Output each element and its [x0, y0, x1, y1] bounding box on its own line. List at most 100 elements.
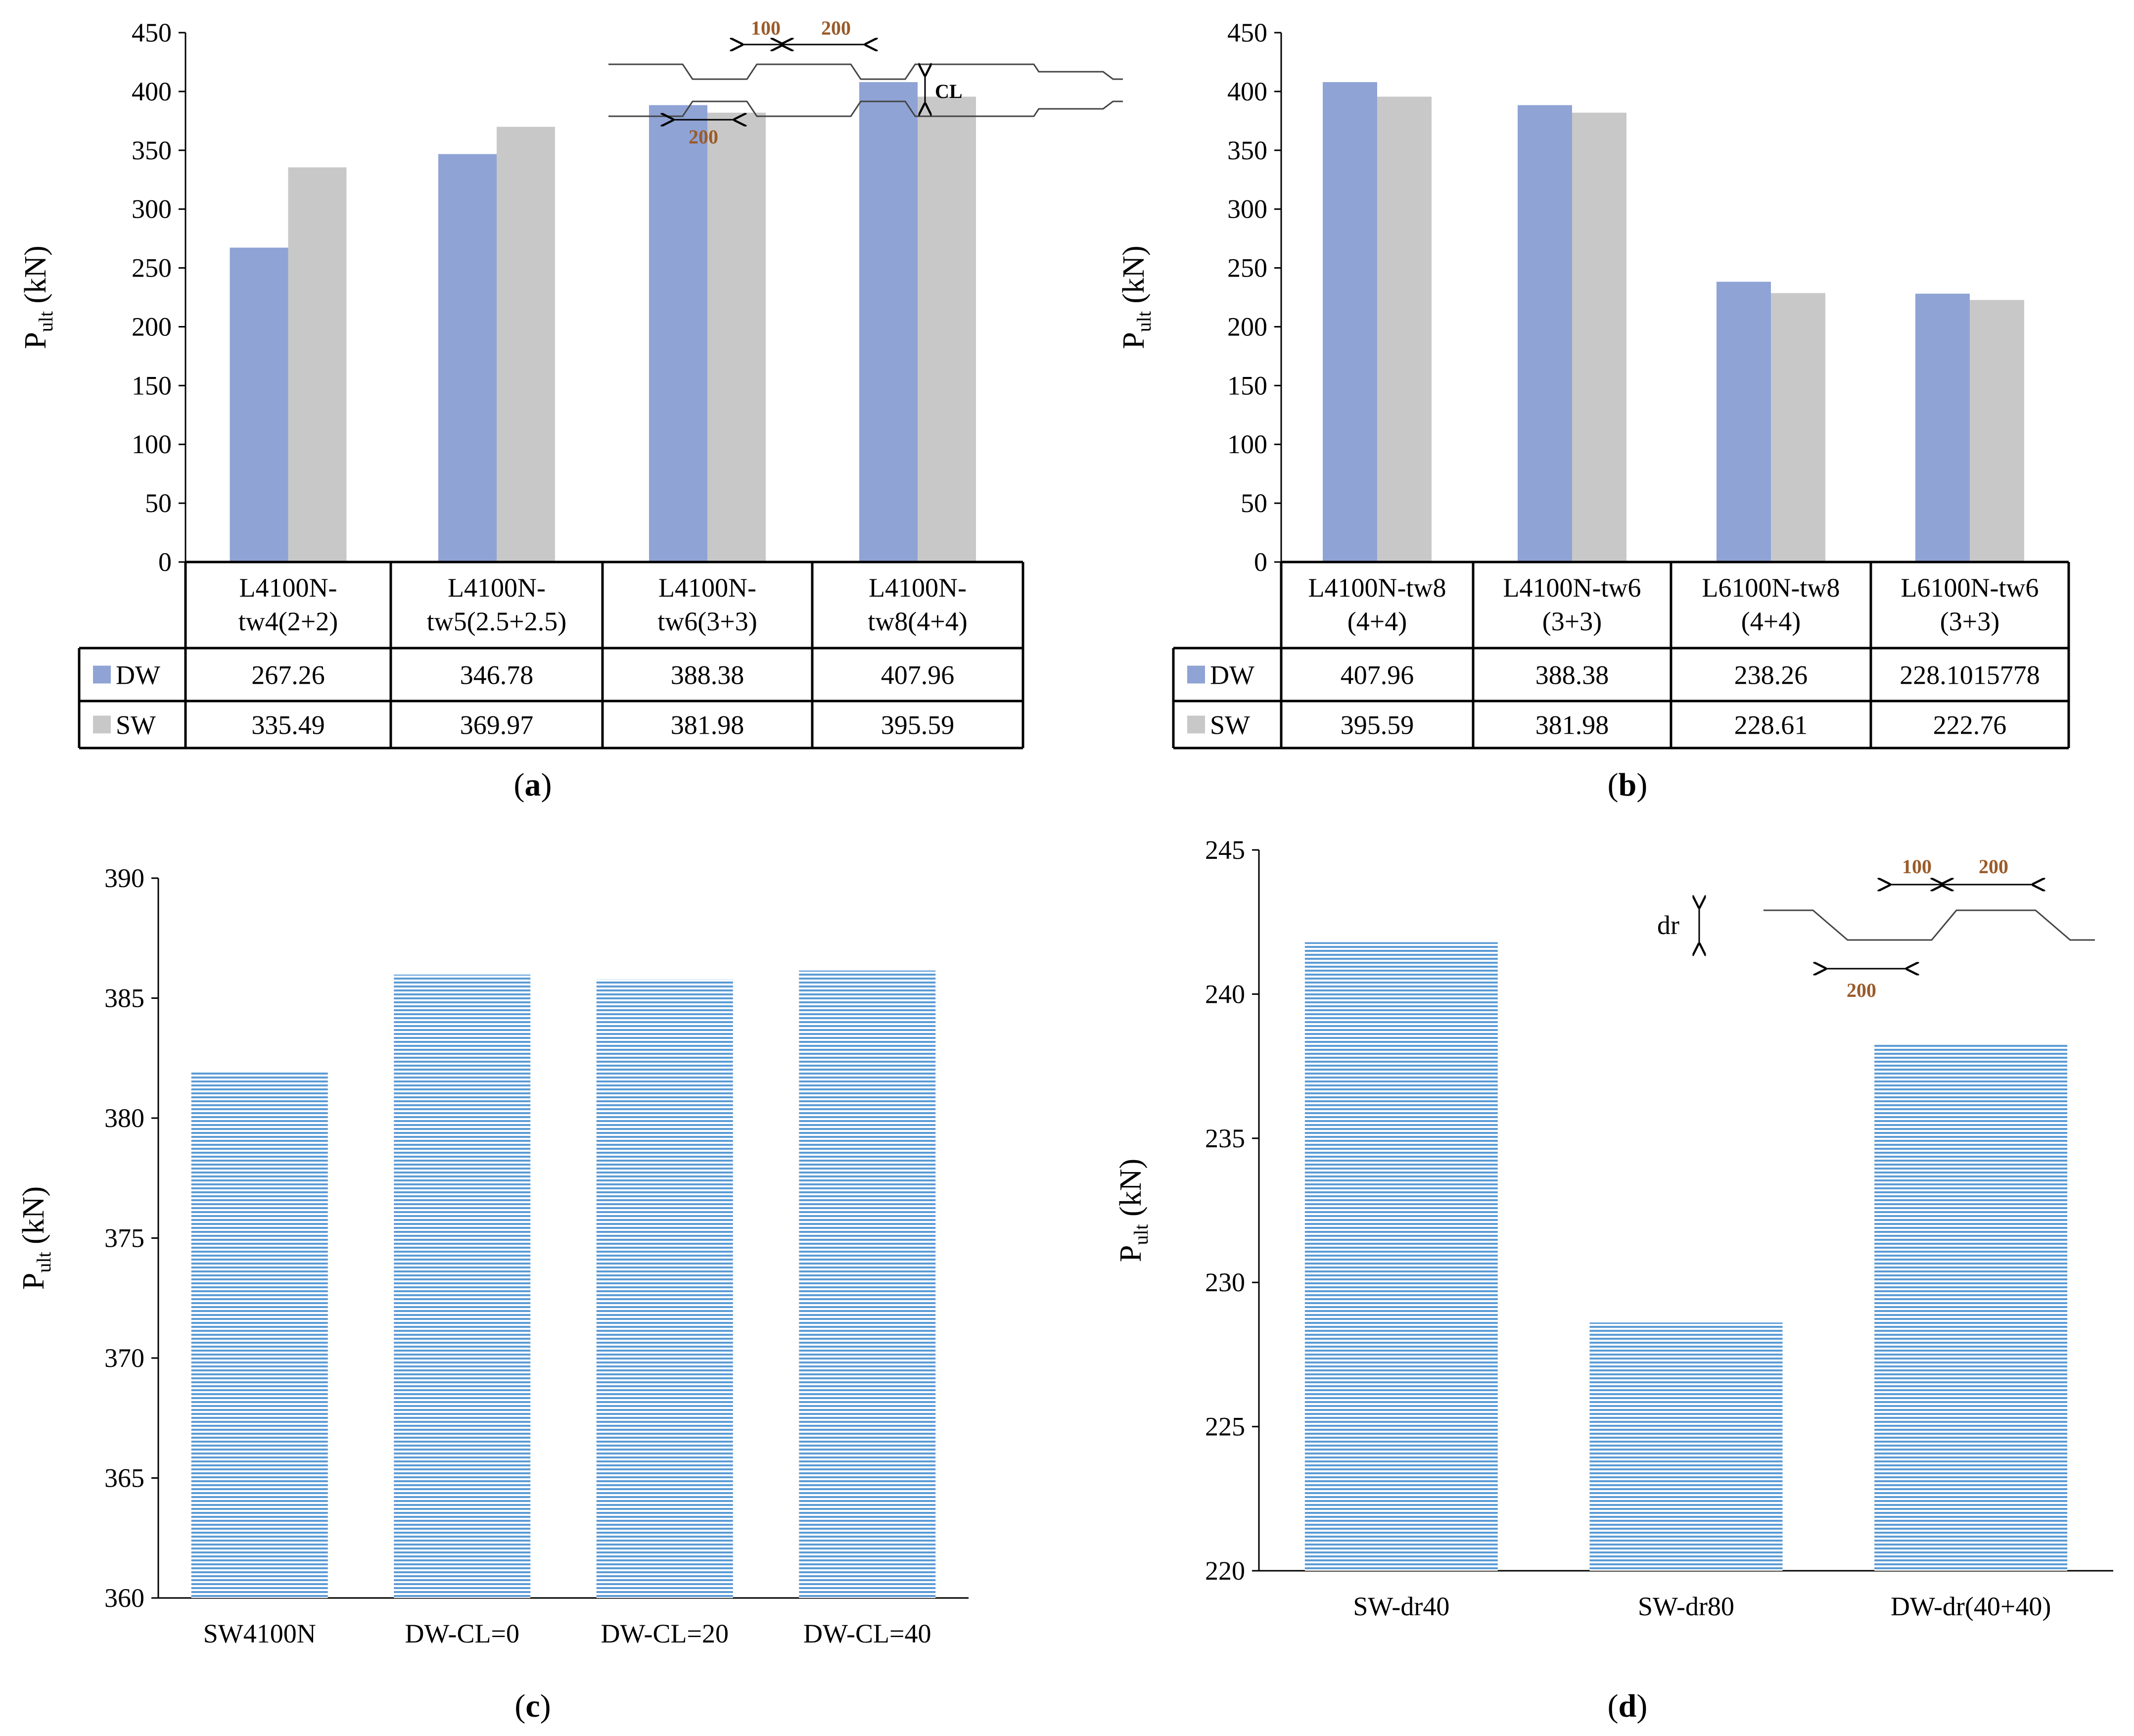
bar-dw: [1915, 293, 1970, 562]
profile-line-upper: [608, 63, 1123, 80]
bar-sw: [1771, 293, 1825, 562]
y-tick-label: 350: [132, 136, 172, 165]
bar-dw: [1518, 105, 1572, 562]
table-value-dw: 228.1015778: [1900, 660, 2040, 690]
legend-key-dw: [93, 665, 111, 684]
bar-sw: [918, 96, 976, 563]
y-tick-label: 390: [104, 863, 144, 893]
table-value-sw: 381.98: [671, 710, 744, 740]
x-tick-label: SW4100N: [203, 1619, 316, 1648]
category-label: L6100N-tw8: [1702, 573, 1840, 603]
category-label: (3+3): [1940, 607, 1999, 636]
y-tick-label: 220: [1205, 1556, 1245, 1586]
table-value-dw: 388.38: [671, 660, 744, 690]
dimension-label: 200: [689, 126, 718, 148]
dimension-label: 200: [821, 17, 851, 39]
legend-label-sw: SW: [1210, 710, 1250, 740]
y-tick-label: 400: [1227, 77, 1267, 106]
y-tick-label: 50: [1241, 488, 1267, 518]
panel-d-chart: 220 225 230 235 240 245 SW-dr40 SW-dr80 DW-dr(40…: [1114, 835, 2113, 1724]
bar-dw: [1323, 82, 1377, 562]
table-value-sw: 335.49: [251, 710, 325, 740]
legend-key-sw: [1187, 715, 1205, 734]
y-tick-label: 365: [104, 1463, 144, 1493]
y-tick-label: 385: [104, 984, 144, 1013]
profile-line-lower: [608, 100, 1123, 117]
bar-dw: [438, 154, 497, 563]
legend-label-sw: SW: [116, 710, 156, 740]
table-value-dw: 407.96: [1341, 660, 1414, 690]
dimension-label: 200: [1979, 855, 2008, 878]
legend-label-dw: DW: [1210, 660, 1254, 690]
profile-line: [1763, 909, 2095, 941]
y-tick-label: 0: [1254, 547, 1267, 577]
dimension-label: 200: [1847, 979, 1876, 1001]
bar-dw: [1716, 282, 1771, 562]
y-tick-label: 370: [104, 1343, 144, 1373]
bar-dw: [649, 105, 707, 562]
panel-caption: (d): [1608, 1688, 1648, 1724]
category-label: tw8(4+4): [868, 607, 967, 636]
dimension-label: CL: [935, 80, 963, 102]
bar-dw: [230, 247, 288, 562]
category-label: (4+4): [1347, 607, 1407, 636]
y-tick-label: 360: [104, 1583, 144, 1613]
table-value-sw: 369.97: [460, 710, 534, 740]
dimension-label: 100: [1902, 855, 1932, 878]
bar-sw: [1970, 300, 2024, 562]
y-tick-label: 150: [1227, 371, 1267, 400]
bar-sw: [1572, 112, 1626, 562]
y-tick-label: 300: [132, 194, 172, 224]
x-tick-label: DW-CL=0: [405, 1619, 519, 1648]
category-label: (4+4): [1741, 607, 1801, 636]
x-tick-label: SW-dr80: [1638, 1592, 1734, 1621]
y-tick-label: 245: [1205, 835, 1245, 865]
y-tick-label: 225: [1205, 1412, 1245, 1442]
legend-key-sw: [93, 715, 111, 734]
y-tick-label: 150: [132, 371, 172, 400]
y-tick-label: 100: [1227, 429, 1267, 459]
table-value-sw: 395.59: [1341, 710, 1414, 740]
table-value-dw: 407.96: [881, 660, 955, 690]
category-label: L4100N-: [869, 573, 967, 603]
bar-sw: [497, 127, 555, 562]
table-value-dw: 238.26: [1734, 660, 1808, 690]
y-axis-label: Pult (kN): [1117, 245, 1155, 349]
y-axis-label: Pult (kN): [19, 245, 57, 349]
category-label: L6100N-tw6: [1901, 573, 2039, 603]
bar: [394, 974, 531, 1598]
y-tick-label: 0: [158, 547, 172, 577]
y-tick-label: 350: [1227, 136, 1267, 165]
category-label: tw6(3+3): [657, 607, 757, 636]
y-tick-label: 375: [104, 1223, 144, 1253]
y-tick-label: 200: [132, 312, 172, 341]
category-label: L4100N-: [239, 573, 337, 603]
table-value-sw: 381.98: [1535, 710, 1609, 740]
x-tick-label: DW-CL=20: [601, 1619, 729, 1648]
panel-b-chart: 0 50 100 150 200 250 300 350 400 450 L4100N-tw8 (4+…: [1117, 18, 2070, 803]
bar: [596, 979, 733, 1598]
x-tick-label: DW-CL=40: [803, 1619, 931, 1648]
y-tick-label: 450: [132, 18, 172, 47]
bar: [799, 970, 936, 1598]
y-tick-label: 240: [1205, 979, 1245, 1009]
bar: [1874, 1044, 2068, 1571]
y-tick-label: 230: [1205, 1267, 1245, 1297]
category-label: tw4(2+2): [238, 607, 338, 636]
table-value-sw: 228.61: [1734, 710, 1808, 740]
panel-caption: (c): [514, 1688, 551, 1724]
legend-key-dw: [1187, 665, 1205, 684]
y-tick-label: 250: [132, 253, 172, 283]
bar: [1589, 1322, 1783, 1571]
y-tick-label: 300: [1227, 194, 1267, 224]
panel-c-chart: 360 365 370 375 380 385 390 SW4100N DW-CL=0 DW-CL…: [17, 17, 1123, 1724]
table-value-dw: 267.26: [251, 660, 325, 690]
table-value-sw: 395.59: [881, 710, 955, 740]
x-tick-label: SW-dr40: [1353, 1592, 1449, 1621]
category-label: tw5(2.5+2.5): [427, 607, 566, 636]
y-tick-label: 200: [1227, 312, 1267, 341]
bar-sw: [1377, 96, 1432, 563]
dimension-label: 100: [751, 17, 781, 39]
table-value-dw: 388.38: [1535, 660, 1609, 690]
